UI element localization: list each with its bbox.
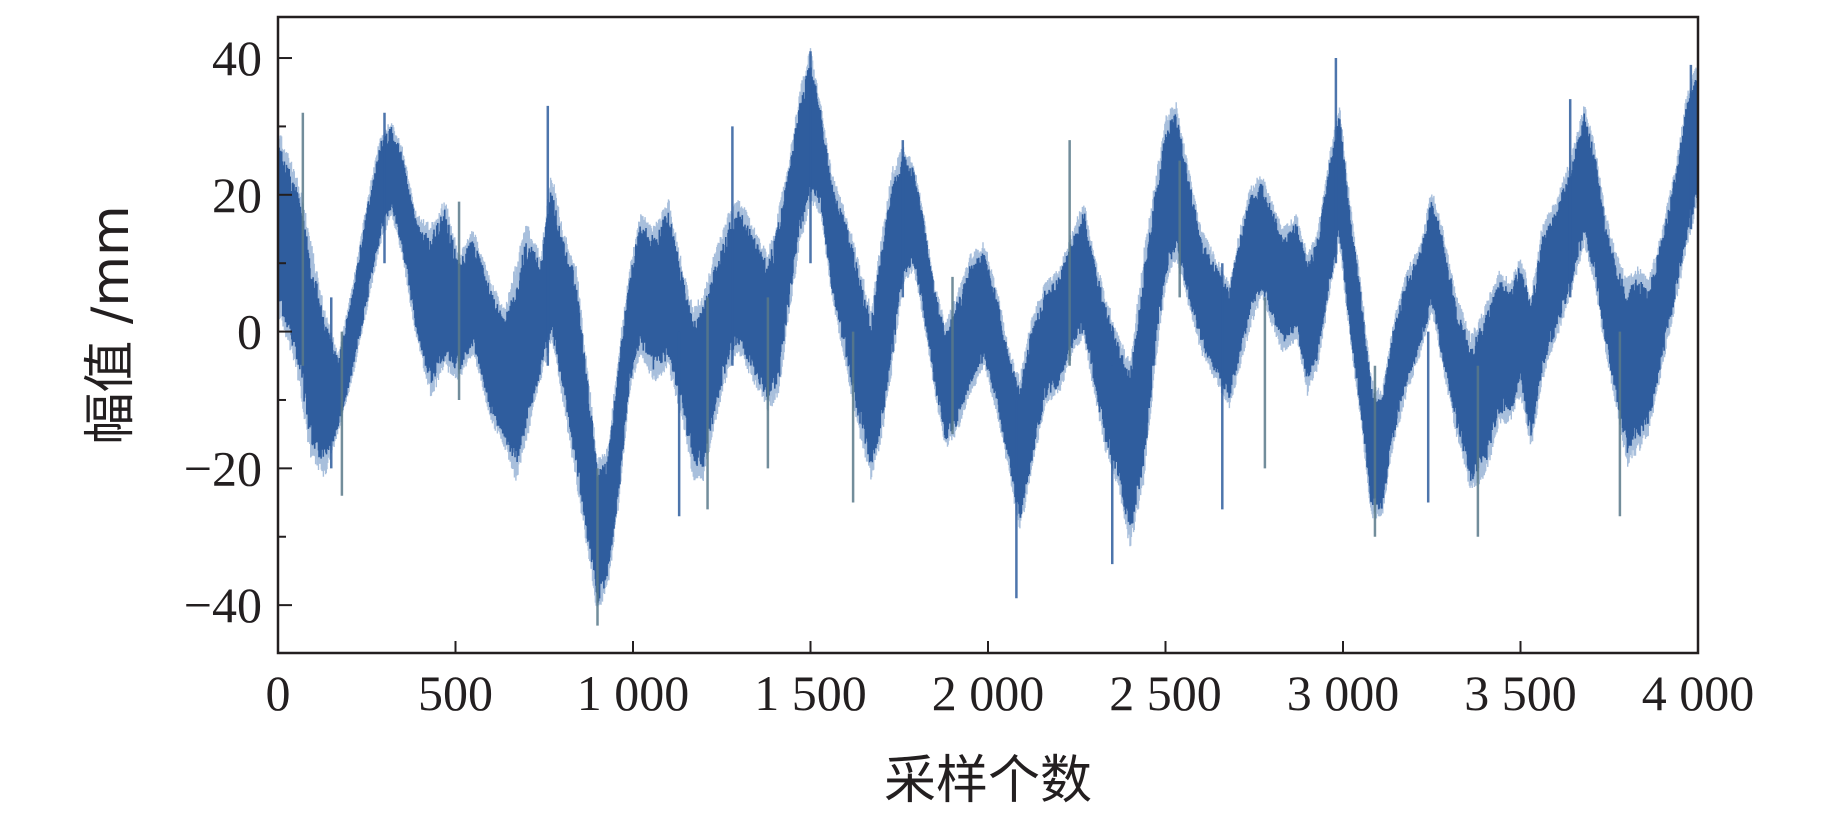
x-tick-label: 4 000 xyxy=(1642,665,1755,721)
y-tick-label: −20 xyxy=(184,440,262,496)
y-tick-label: 0 xyxy=(237,304,262,360)
x-tick-label: 3 500 xyxy=(1464,665,1577,721)
x-tick-label: 2 500 xyxy=(1109,665,1222,721)
series-band xyxy=(277,67,1699,603)
x-tick-label: 3 000 xyxy=(1287,665,1400,721)
series-layer xyxy=(277,48,1699,626)
x-tick-label: 500 xyxy=(418,665,493,721)
y-tick-label: −40 xyxy=(184,577,262,633)
x-axis-label: 采样个数 xyxy=(884,751,1092,811)
x-tick-label: 2 000 xyxy=(932,665,1045,721)
x-tick-label: 1 500 xyxy=(754,665,867,721)
y-tick-label: 20 xyxy=(212,167,262,223)
y-axis-label: 幅值 /mm xyxy=(81,205,141,444)
axes-layer: 0 500 1 000 1 500 2 000 2 500 3 000 3 500 4 000 −… xyxy=(184,15,1755,721)
x-tick-label: 0 xyxy=(266,665,291,721)
x-tick-label: 1 000 xyxy=(577,665,690,721)
y-tick-label: 40 xyxy=(212,30,262,86)
